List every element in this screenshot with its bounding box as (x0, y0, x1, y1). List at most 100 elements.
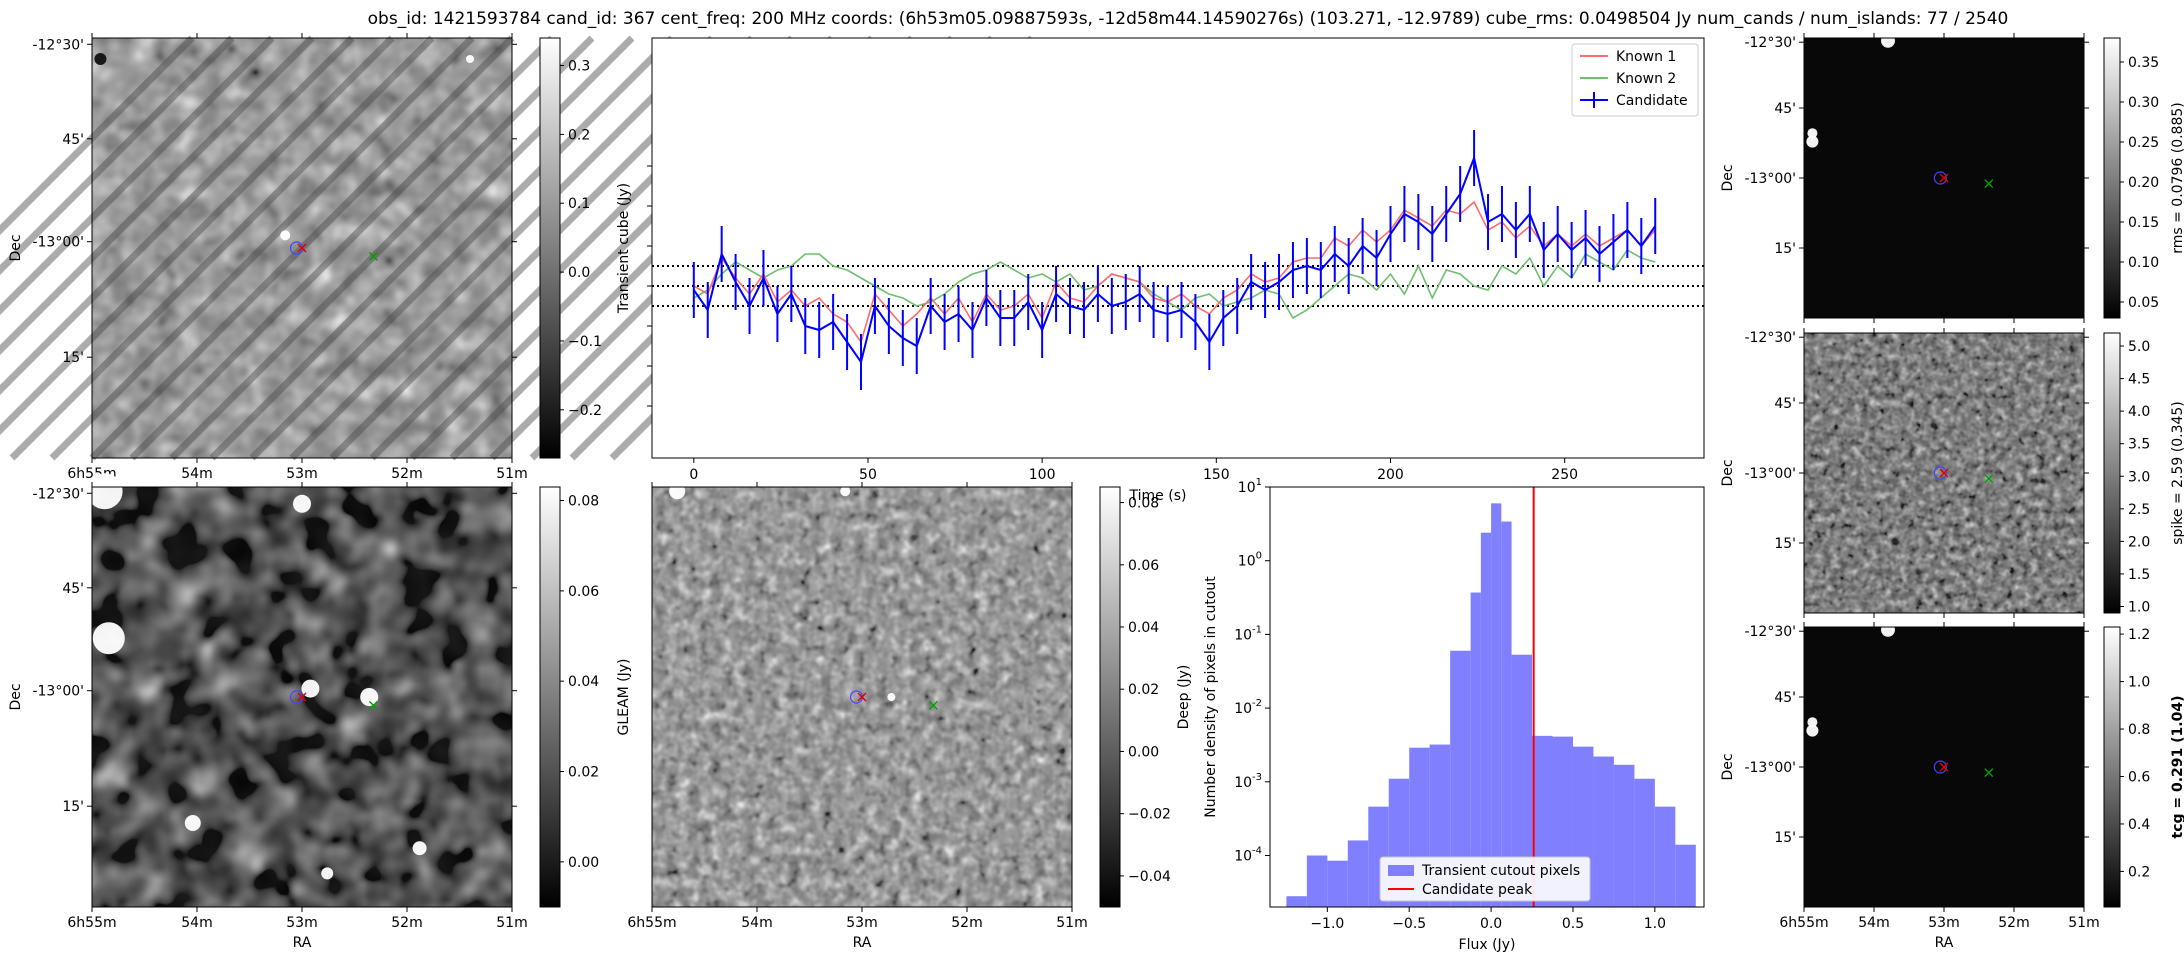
y-axis-label: Dec (8, 234, 24, 261)
histogram-panel: −1.0 −0.5 0.0 0.5 1.0 Flux (Jy) 101 100 10-1 10-2… (1203, 477, 1705, 953)
transient-colorbar (539, 37, 561, 459)
known-source-cross-marker (1984, 179, 1994, 189)
known1-series-line (693, 200, 1656, 344)
colorbar-label: rms = 0.0796 (0.885) (2170, 102, 2184, 254)
x-tick-label: −1.0 (1310, 916, 1344, 932)
known-source-cross-marker (928, 700, 938, 710)
y-tick-label: 10-3 (1234, 772, 1262, 791)
known2-series-line (693, 248, 1656, 320)
ra-tick-label: 51m (496, 466, 527, 482)
colorbar-tick-label: 0.25 (2128, 135, 2159, 151)
histogram-bar (1450, 650, 1471, 907)
candidate-cross-marker (297, 692, 307, 702)
y-axis-label: Number density of pixels in cutout (1203, 576, 1219, 818)
bright-source (360, 688, 379, 706)
x-tick-label: 250 (1551, 467, 1578, 483)
colorbar-tick-label: 3.0 (2128, 469, 2150, 485)
dec-tick-label: 15' (62, 350, 84, 366)
ra-tick-label: 6h55m (627, 915, 676, 931)
legend-label: Transient cutout pixels (1421, 863, 1580, 879)
ra-tick-label: 51m (1056, 915, 1087, 931)
dec-tick-label: -12°30' (1744, 624, 1796, 640)
transient-streak (0, 35, 355, 395)
candidate-cross-marker (1939, 173, 1949, 183)
colorbar-tick-label: 0.6 (2128, 769, 2150, 785)
dec-tick-label: -12°30' (1744, 330, 1796, 346)
legend-box (1379, 856, 1591, 902)
colorbar-tick-label: 0.35 (2128, 55, 2159, 71)
dec-tick-label: 45' (1774, 101, 1796, 117)
rms-panel: -12°30' 45' -13°00' 15' Dec 0.35 0.30 0.25 0.20 0… (1720, 33, 2184, 323)
ra-tick-label: 52m (1998, 915, 2029, 931)
x-tick-label: 1.0 (1644, 916, 1666, 932)
bright-source (887, 693, 896, 701)
histogram-bar (1654, 806, 1676, 907)
histogram-bar (1593, 756, 1614, 907)
histogram-bar (1286, 896, 1307, 907)
bright-source (412, 841, 427, 856)
dec-tick-label: -13°00' (1744, 171, 1796, 187)
colorbar-tick-label: 0.00 (1128, 744, 1159, 760)
y-tick-label: 10-1 (1234, 624, 1262, 643)
transient-streak (209, 35, 635, 461)
bright-source (280, 230, 291, 241)
histogram-bar (1613, 764, 1635, 907)
colorbar-tick-label: 0.04 (1128, 620, 1159, 636)
candidate-cross-marker (1939, 762, 1949, 772)
candidate-cross-marker (1939, 468, 1949, 478)
bright-source (466, 55, 474, 63)
colorbar-tick-label: 0.3 (568, 59, 590, 75)
x-tick-label: 200 (1377, 467, 1404, 483)
colorbar-label: tcg = 0.291 (1.04) (2170, 696, 2184, 839)
colorbar-tick-label: 2.5 (2128, 502, 2150, 518)
ra-tick-label: 53m (846, 915, 877, 931)
dec-tick-label: -13°00' (1744, 760, 1796, 776)
colorbar-tick-label: 0.20 (2128, 175, 2159, 191)
bright-source (840, 486, 851, 497)
known-source-cross-marker (368, 251, 378, 261)
histogram-bar (1634, 778, 1655, 907)
y-axis-label: Dec (1720, 164, 1736, 191)
colorbar-tick-label: 4.5 (2128, 372, 2150, 388)
colorbar-tick-label: 3.5 (2128, 437, 2150, 453)
y-tick-label: 10-2 (1234, 698, 1262, 717)
colorbar-tick-label: 0.10 (2128, 255, 2159, 271)
colorbar-label: GLEAM (Jy) (616, 659, 632, 736)
legend-swatch (1388, 865, 1414, 876)
colorbar-tick-label: 0.00 (568, 855, 599, 871)
histogram-bar (1327, 860, 1348, 907)
transient-streak (249, 35, 675, 461)
x-axis-label: RA (293, 935, 312, 951)
ra-tick-label: 53m (286, 466, 317, 482)
colorbar-tick-label: 0.08 (568, 494, 599, 510)
transient-streak (49, 35, 475, 461)
candidate-circle-marker (1933, 466, 1947, 480)
dec-tick-label: 45' (62, 581, 84, 597)
known-source-cross-marker (1984, 474, 1994, 484)
x-axis-label: Time (s) (1129, 488, 1187, 504)
histogram-bar (1347, 840, 1369, 907)
candidate-circle-marker (1933, 760, 1947, 774)
ra-tick-label: 53m (1928, 915, 1959, 931)
histogram-bar (1511, 654, 1533, 907)
colorbar-tick-label: 0.8 (2128, 722, 2150, 738)
legend-label: Candidate (1616, 93, 1688, 109)
ra-tick-label: 6h55m (67, 915, 116, 931)
known-source-cross-marker (1984, 768, 1994, 778)
colorbar-label: spike = 2.59 (0.345) (2170, 401, 2184, 545)
bright-source (92, 622, 125, 655)
histogram-frame (1269, 486, 1705, 908)
spike-panel: -12°30' 45' -13°00' 15' Dec 5.0 4.5 4.0 3.5 3.0 2.… (1720, 328, 2184, 618)
transient-streak (9, 35, 435, 461)
transient-streak (169, 35, 595, 461)
colorbar-tick-label: 0.2 (568, 127, 590, 143)
histogram-bar (1306, 855, 1328, 907)
x-tick-label: 50 (859, 467, 877, 483)
bright-source (293, 494, 311, 513)
candidate-circle-marker (1933, 171, 1947, 185)
colorbar-tick-label: 1.0 (2128, 599, 2150, 615)
deep-panel: 6h55m 54m 53m 52m 51m RA 0.08 0.06 0.04 0.02 0.00 −… (627, 482, 1192, 951)
colorbar-tick-label: 0.15 (2128, 215, 2159, 231)
histogram-bar (1675, 844, 1696, 907)
bright-source (1806, 724, 1819, 737)
